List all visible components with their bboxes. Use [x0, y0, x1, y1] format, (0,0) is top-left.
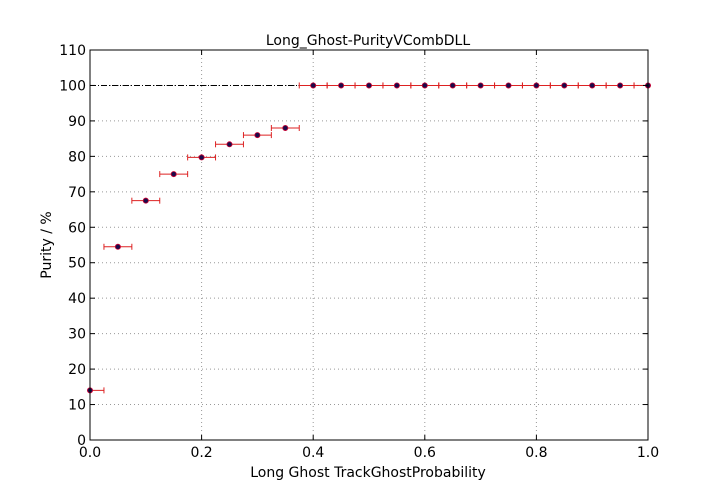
- y-tick-label: 30: [68, 327, 86, 343]
- data-point: [131, 197, 161, 204]
- x-tick-label: 0.0: [79, 445, 101, 461]
- point-marker: [617, 82, 624, 89]
- y-tick-label: 90: [68, 114, 86, 130]
- y-tick-label: 110: [59, 43, 86, 59]
- data-point: [270, 125, 300, 132]
- point-marker: [561, 82, 568, 89]
- point-marker: [338, 82, 345, 89]
- data-point: [159, 171, 189, 178]
- x-tick-label: 0.8: [525, 445, 547, 461]
- point-marker: [198, 154, 205, 161]
- axis-ticks: 0.0 0.2 0.4 0.6 0.8 1.0 0 10 20 30 40 50 60 70 80 90 100…: [59, 43, 659, 461]
- data-point: [354, 82, 384, 89]
- data-point: [326, 82, 356, 89]
- grid-lines: [90, 50, 648, 440]
- data-point: [187, 154, 217, 161]
- y-tick-label: 0: [77, 433, 86, 449]
- point-marker: [477, 82, 484, 89]
- y-tick-label: 60: [68, 220, 86, 236]
- data-point: [103, 243, 133, 250]
- x-tick-label: 0.2: [190, 445, 212, 461]
- data-point: [298, 82, 328, 89]
- point-marker: [505, 82, 512, 89]
- x-tick-label: 1.0: [637, 445, 659, 461]
- data-point: [466, 82, 496, 89]
- data-point: [438, 82, 468, 89]
- y-tick-label: 100: [59, 78, 86, 94]
- data-point: [521, 82, 551, 89]
- point-marker: [421, 82, 428, 89]
- plot-frame: [89, 49, 649, 441]
- point-marker: [254, 132, 261, 139]
- point-marker: [282, 125, 289, 132]
- data-point: [605, 82, 635, 89]
- x-tick-label: 0.4: [302, 445, 324, 461]
- point-marker: [365, 82, 372, 89]
- point-marker: [142, 197, 149, 204]
- y-tick-label: 20: [68, 362, 86, 378]
- y-tick-label: 10: [68, 398, 86, 414]
- data-points: [87, 82, 652, 394]
- point-marker: [533, 82, 540, 89]
- point-marker: [393, 82, 400, 89]
- x-axis-label: Long Ghost TrackGhostProbability: [250, 465, 486, 481]
- y-tick-label: 40: [68, 291, 86, 307]
- point-marker: [226, 141, 233, 148]
- data-point: [410, 82, 440, 89]
- data-point: [242, 132, 272, 139]
- data-point: [577, 82, 607, 89]
- data-point: [382, 82, 412, 89]
- x-tick-label: 0.6: [414, 445, 436, 461]
- y-tick-label: 70: [68, 185, 86, 201]
- data-point: [494, 82, 523, 89]
- point-marker: [589, 82, 596, 89]
- point-marker: [449, 82, 456, 89]
- chart-title: Long_Ghost-PurityVCombDLL: [266, 33, 471, 49]
- data-point: [215, 141, 244, 148]
- point-marker: [114, 243, 121, 250]
- y-tick-label: 50: [68, 256, 86, 272]
- point-marker: [170, 171, 177, 178]
- data-point: [549, 82, 579, 89]
- y-tick-label: 80: [68, 149, 86, 165]
- y-axis-label: Purity / %: [39, 211, 55, 278]
- point-marker: [310, 82, 317, 89]
